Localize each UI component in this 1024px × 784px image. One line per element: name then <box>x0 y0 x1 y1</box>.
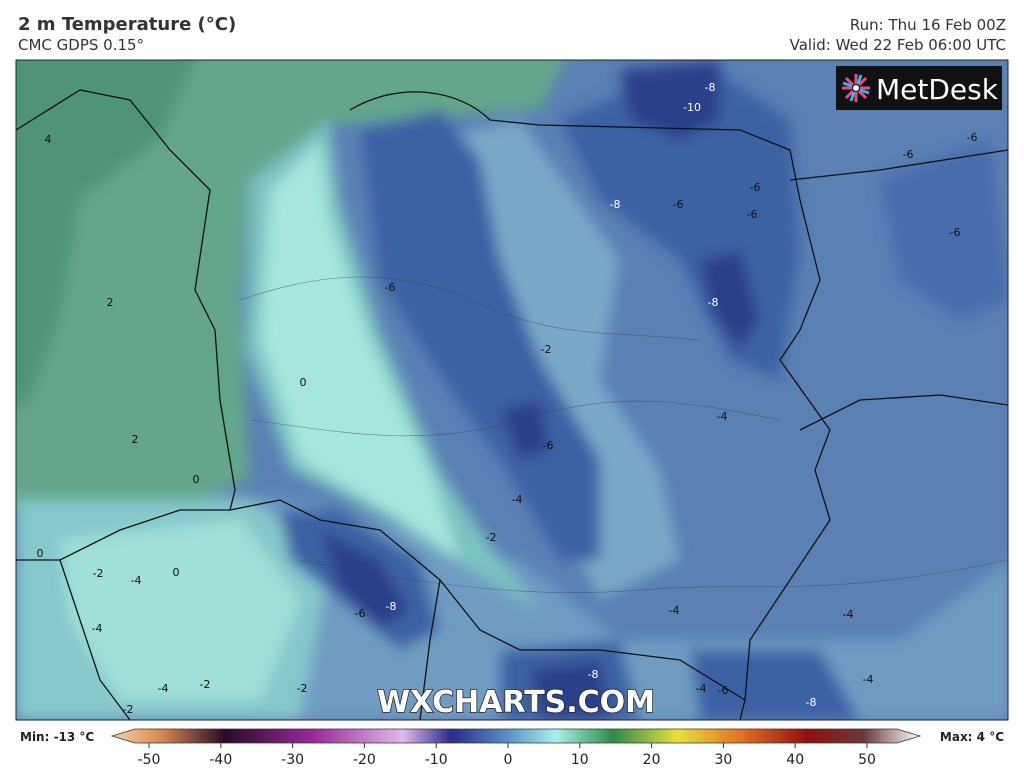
colorbar-tick-label: -20 <box>353 752 376 768</box>
contour-label: 0 <box>37 547 44 560</box>
contour-label: -4 <box>131 574 142 587</box>
contour-label: -2 <box>200 678 211 691</box>
legend-min: Min: -13 °C <box>20 730 94 744</box>
map-title: 2 m Temperature (°C) <box>18 14 236 35</box>
contour-label: -4 <box>669 604 680 617</box>
contour-label: 0 <box>173 566 180 579</box>
colorbar-tick-label: -30 <box>281 752 304 768</box>
colorbar-tick-label: 40 <box>786 752 804 768</box>
contour-label: -6 <box>747 208 758 221</box>
contour-label: -8 <box>610 198 621 211</box>
contour-label: -8 <box>386 600 397 613</box>
contour-label: -4 <box>843 608 854 621</box>
contour-label: 2 <box>107 296 114 309</box>
contour-label: -4 <box>696 682 707 695</box>
colorbar-tick-label: 30 <box>714 752 732 768</box>
contour-label: 4 <box>45 133 52 146</box>
legend-max: Max: 4 °C <box>940 730 1004 744</box>
contour-label: -2 <box>93 567 104 580</box>
model-name: CMC GDPS 0.15° <box>18 36 144 54</box>
contour-label: -8 <box>708 296 719 309</box>
contour-label: -4 <box>717 410 728 423</box>
colorbar <box>110 728 922 744</box>
contour-label: -4 <box>863 673 874 686</box>
contour-label: -6 <box>950 226 961 239</box>
contour-label: -8 <box>705 81 716 94</box>
contour-label: 0 <box>300 376 307 389</box>
logo-text: MetDesk <box>876 73 999 106</box>
valid-time: Valid: Wed 22 Feb 06:00 UTC <box>790 36 1006 54</box>
contour-label: -6 <box>543 439 554 452</box>
contour-label: -6 <box>385 281 396 294</box>
contour-label: -4 <box>92 622 103 635</box>
colorbar-tick-label: 20 <box>643 752 661 768</box>
contour-label: -2 <box>123 703 134 716</box>
contour-label: -6 <box>673 198 684 211</box>
contour-label: -4 <box>158 682 169 695</box>
contour-label: -8 <box>588 668 599 681</box>
contour-label: -6 <box>718 684 729 697</box>
contour-label: -6 <box>355 607 366 620</box>
contour-label: -2 <box>541 343 552 356</box>
colorbar-tick-label: -40 <box>209 752 232 768</box>
colorbar-tick-label: -10 <box>425 752 448 768</box>
contour-label: -6 <box>903 148 914 161</box>
contour-label: -2 <box>297 682 308 695</box>
watermark: WXCHARTS.COM <box>377 685 655 720</box>
contour-label: -10 <box>683 101 701 114</box>
contour-label: -6 <box>750 181 761 194</box>
contour-label: -6 <box>967 131 978 144</box>
logo-icon <box>842 74 870 102</box>
contour-label: -4 <box>512 493 523 506</box>
colorbar-tick-label: 0 <box>504 752 513 768</box>
map-frame <box>15 59 1009 721</box>
colorbar-tick-label: -50 <box>138 752 161 768</box>
map: 4 -8 -10 -6 -6 -6 -8 -6 -6 -6 2 -6 -8 -2… <box>16 60 1008 720</box>
run-time: Run: Thu 16 Feb 00Z <box>850 16 1006 34</box>
contour-label: 2 <box>132 433 139 446</box>
contour-label: -2 <box>486 531 497 544</box>
contour-label: -8 <box>806 696 817 709</box>
colorbar-tick-label: 50 <box>858 752 876 768</box>
color-legend: Min: -13 °C Max: 4 °C -50 -40 -30 -20 -10 0 10… <box>20 728 1004 768</box>
contour-label: 0 <box>193 473 200 486</box>
colorbar-tick-label: 10 <box>571 752 589 768</box>
